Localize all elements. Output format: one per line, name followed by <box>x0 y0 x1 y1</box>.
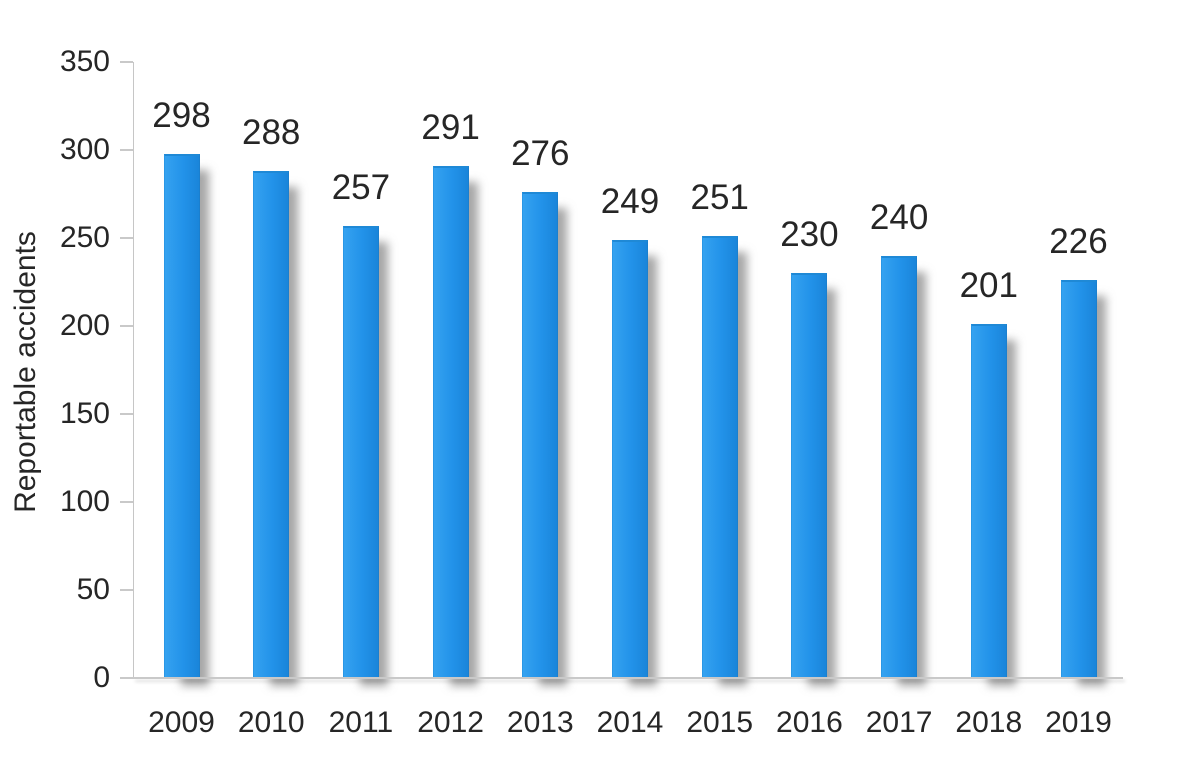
bar-2014 <box>612 239 648 678</box>
y-axis-tick <box>120 149 133 151</box>
bar-value-label: 226 <box>1049 222 1108 262</box>
bar-2009 <box>163 153 200 678</box>
y-axis-tick <box>120 237 133 239</box>
y-axis-tick <box>120 325 133 327</box>
bar-value-label: 298 <box>152 95 211 135</box>
y-axis-tick-label: 0 <box>93 661 110 694</box>
y-axis-tick-label: 50 <box>76 573 110 606</box>
x-axis-category-label: 2010 <box>237 706 305 739</box>
bar-2016 <box>791 273 828 678</box>
y-axis-tick-label: 150 <box>59 397 110 430</box>
x-axis-category-label: 2015 <box>686 706 754 739</box>
bar-2011 <box>342 225 379 678</box>
y-axis-tick-label: 300 <box>59 133 110 166</box>
bar-value-label: 251 <box>690 178 749 218</box>
bar-2015 <box>701 236 738 678</box>
bar-value-label: 276 <box>511 134 570 174</box>
bar-2013 <box>522 192 559 678</box>
y-axis-tick <box>120 677 133 679</box>
y-axis-tick <box>120 501 133 503</box>
bar-value-label: 230 <box>780 215 839 255</box>
x-axis-category-label: 2014 <box>596 706 664 739</box>
y-axis-line <box>133 62 134 678</box>
x-axis-category-label: 2016 <box>776 706 843 739</box>
bar-value-label: 201 <box>959 266 1018 306</box>
bar-2018 <box>970 324 1007 678</box>
x-axis-category-label: 2017 <box>865 706 933 739</box>
y-axis-tick-label: 350 <box>59 45 110 78</box>
x-axis-category-label: 2019 <box>1045 706 1112 739</box>
x-axis-category-label: 2013 <box>506 706 574 739</box>
y-axis-tick <box>120 589 133 591</box>
y-axis-tick-label: 100 <box>59 485 110 518</box>
bar-2019 <box>1060 280 1097 678</box>
bar-2010 <box>253 171 290 678</box>
x-axis-category-label: 2009 <box>148 706 215 739</box>
y-axis-tick-label: 200 <box>59 309 110 342</box>
y-axis-tick <box>120 61 133 63</box>
y-axis-tick <box>120 413 133 415</box>
bar-value-label: 240 <box>869 197 929 237</box>
x-axis-category-label: 2012 <box>417 706 484 739</box>
x-axis-line <box>133 677 1123 679</box>
bar-2017 <box>881 255 918 678</box>
bar-value-label: 288 <box>241 113 301 153</box>
bar-value-label: 249 <box>600 181 660 221</box>
bar-value-label: 291 <box>421 107 480 147</box>
bar-2012 <box>432 165 469 678</box>
x-axis-category-label: 2018 <box>955 706 1023 739</box>
x-axis-category-label: 2011 <box>328 706 394 739</box>
y-axis-tick-label: 250 <box>59 221 110 254</box>
bar-value-label: 257 <box>331 167 391 207</box>
